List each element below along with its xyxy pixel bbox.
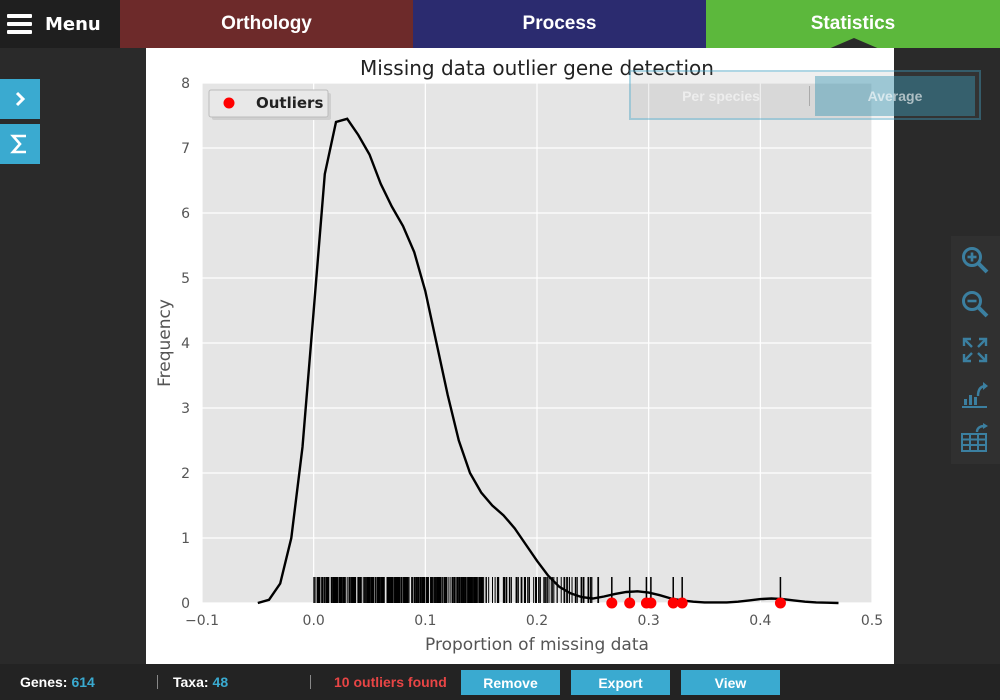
expand-sidebar-button[interactable] [0, 79, 40, 119]
x-tick-label: 0.2 [526, 613, 548, 629]
tab-statistics-label: Statistics [810, 13, 896, 34]
y-tick-label: 7 [181, 141, 190, 157]
y-tick-label: 0 [181, 596, 190, 612]
status-divider [157, 675, 158, 689]
plot-canvas: −0.1 0.0 0.1 0.2 0.3 0.4 0.5 0 1 2 3 4 5 6 7 8 Missing… [146, 48, 894, 664]
outlier-plot: −0.1 0.0 0.1 0.2 0.3 0.4 0.5 0 1 2 3 4 5 6 7 8 Missing… [155, 56, 883, 655]
tab-process[interactable]: Process [413, 0, 706, 48]
outlier-point [624, 597, 636, 609]
remove-outliers-button[interactable]: Remove [461, 670, 560, 695]
taxa-label: Taxa: [173, 674, 209, 690]
fit-screen-button[interactable] [957, 332, 993, 368]
tab-process-label: Process [522, 13, 597, 34]
top-navigation-bar: Menu Orthology Process Statistics [0, 0, 1000, 50]
outlier-point [645, 597, 657, 609]
taxa-value: 48 [212, 674, 229, 690]
menu-button[interactable]: Menu [0, 0, 120, 48]
genes-label: Genes: [20, 674, 68, 690]
y-tick-label: 6 [181, 206, 190, 222]
x-tick-label: 0.0 [303, 613, 325, 629]
x-tick-label: 0.3 [638, 613, 660, 629]
sigma-icon [10, 134, 26, 154]
active-tab-caret [826, 38, 882, 50]
x-tick-label: 0.4 [749, 613, 771, 629]
zoom-in-button[interactable] [957, 242, 993, 278]
export-chart-icon [962, 382, 988, 408]
genes-value: 614 [71, 674, 95, 690]
average-option[interactable]: Average [815, 76, 975, 116]
y-tick-label: 3 [181, 401, 190, 417]
y-tick-label: 2 [181, 466, 190, 482]
toggle-divider [809, 86, 810, 106]
y-tick-label: 5 [181, 271, 190, 287]
hamburger-icon [7, 14, 32, 34]
outlier-point [774, 597, 786, 609]
plot-toolbar [951, 236, 1000, 464]
view-mode-toggle: Per species Average [629, 70, 981, 120]
taxa-count: Taxa: 48 [173, 664, 228, 700]
per-species-option[interactable]: Per species [682, 88, 760, 104]
outlier-point [676, 597, 688, 609]
menu-label: Menu [45, 13, 101, 35]
fit-screen-icon [962, 337, 988, 363]
tab-orthology[interactable]: Orthology [120, 0, 413, 48]
x-tick-label: −0.1 [185, 613, 219, 629]
y-tick-label: 1 [181, 531, 190, 547]
view-outliers-button[interactable]: View [681, 670, 780, 695]
export-outliers-button[interactable]: Export [571, 670, 670, 695]
zoom-in-icon [962, 247, 989, 274]
chart-title: Missing data outlier gene detection [360, 56, 714, 80]
chevron-right-icon [15, 91, 26, 107]
zoom-out-icon [962, 291, 989, 318]
genes-count: Genes: 614 [20, 664, 95, 700]
zoom-out-button[interactable] [957, 286, 993, 322]
export-table-button[interactable] [957, 420, 993, 456]
status-divider [310, 675, 311, 689]
export-chart-button[interactable] [957, 376, 993, 412]
outliers-found-text: 10 outliers found [334, 674, 447, 690]
y-axis-label: Frequency [155, 299, 175, 387]
legend-outliers-label: Outliers [256, 94, 323, 112]
outlier-point [667, 597, 679, 609]
export-table-icon [961, 423, 988, 452]
outlier-point [606, 597, 618, 609]
tab-orthology-label: Orthology [221, 13, 312, 34]
summary-statistics-button[interactable] [0, 124, 40, 164]
legend-outliers-marker [223, 97, 235, 109]
y-tick-label: 8 [181, 76, 190, 92]
x-axis-label: Proportion of missing data [425, 635, 649, 655]
kde-density-line [257, 117, 839, 605]
x-tick-label: 0.1 [414, 613, 436, 629]
y-tick-label: 4 [181, 336, 190, 352]
legend: Outliers [208, 89, 331, 120]
x-tick-label: 0.5 [861, 613, 883, 629]
